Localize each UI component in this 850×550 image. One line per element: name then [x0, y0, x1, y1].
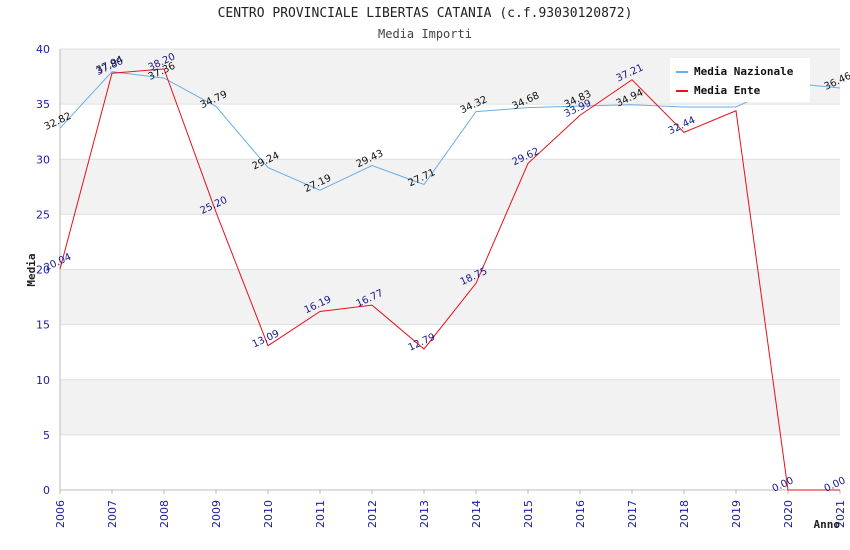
- x-tick-label: 2019: [730, 500, 743, 528]
- x-tick-label: 2017: [626, 500, 639, 528]
- series-line-media-ente: [59, 68, 840, 491]
- grid-band: [60, 379, 840, 435]
- legend: Media Nazionale Media Ente: [670, 58, 810, 102]
- grid-band: [60, 104, 840, 160]
- y-tick-label: 5: [43, 429, 50, 442]
- x-tick-label: 2020: [782, 500, 795, 528]
- y-axis-title: Media: [25, 253, 38, 286]
- x-tick-label: 2010: [262, 500, 275, 528]
- x-tick-label: 2018: [678, 500, 691, 528]
- x-axis-ticks: 2006 2007 2008 2009 2010 2011 2012 2013 2014 2015…: [54, 490, 847, 528]
- x-axis-title: Anno: [814, 518, 841, 531]
- x-tick-label: 2014: [470, 500, 483, 528]
- x-tick-label: 2016: [574, 500, 587, 528]
- legend-label-nazionale: Media Nazionale: [694, 65, 794, 78]
- x-tick-label: 2009: [210, 500, 223, 528]
- y-tick-label: 0: [43, 484, 50, 497]
- series-lines: [59, 68, 841, 491]
- legend-label-ente: Media Ente: [694, 84, 761, 97]
- y-tick-label: 10: [36, 374, 50, 387]
- y-tick-label: 20: [36, 264, 50, 277]
- x-tick-label: 2008: [158, 500, 171, 528]
- x-tick-label: 2007: [106, 500, 119, 528]
- chart-title: CENTRO PROVINCIALE LIBERTAS CATANIA (c.f…: [217, 6, 633, 21]
- x-tick-label: 2012: [366, 500, 379, 528]
- x-tick-label: 2006: [54, 500, 67, 528]
- series-line-media-nazionale: [59, 71, 841, 191]
- y-tick-label: 15: [36, 319, 50, 332]
- y-axis-ticks: 0 5 10 15 20 25 30 35 40: [36, 43, 50, 497]
- y-tick-label: 40: [36, 43, 50, 56]
- x-tick-label: 2015: [522, 500, 535, 528]
- grid-band: [60, 324, 840, 380]
- y-tick-label: 30: [36, 153, 50, 166]
- x-tick-label: 2011: [314, 500, 327, 528]
- x-tick-label: 2021: [834, 500, 847, 528]
- grid-band: [60, 159, 840, 215]
- grid-bands: [60, 48, 840, 491]
- y-tick-label: 35: [36, 98, 50, 111]
- grid-band: [60, 214, 840, 270]
- grid-band: [60, 434, 840, 490]
- x-tick-label: 2013: [418, 500, 431, 528]
- chart-subtitle: Media Importi: [378, 27, 472, 41]
- y-tick-label: 25: [36, 208, 50, 221]
- legend-box: [670, 58, 810, 102]
